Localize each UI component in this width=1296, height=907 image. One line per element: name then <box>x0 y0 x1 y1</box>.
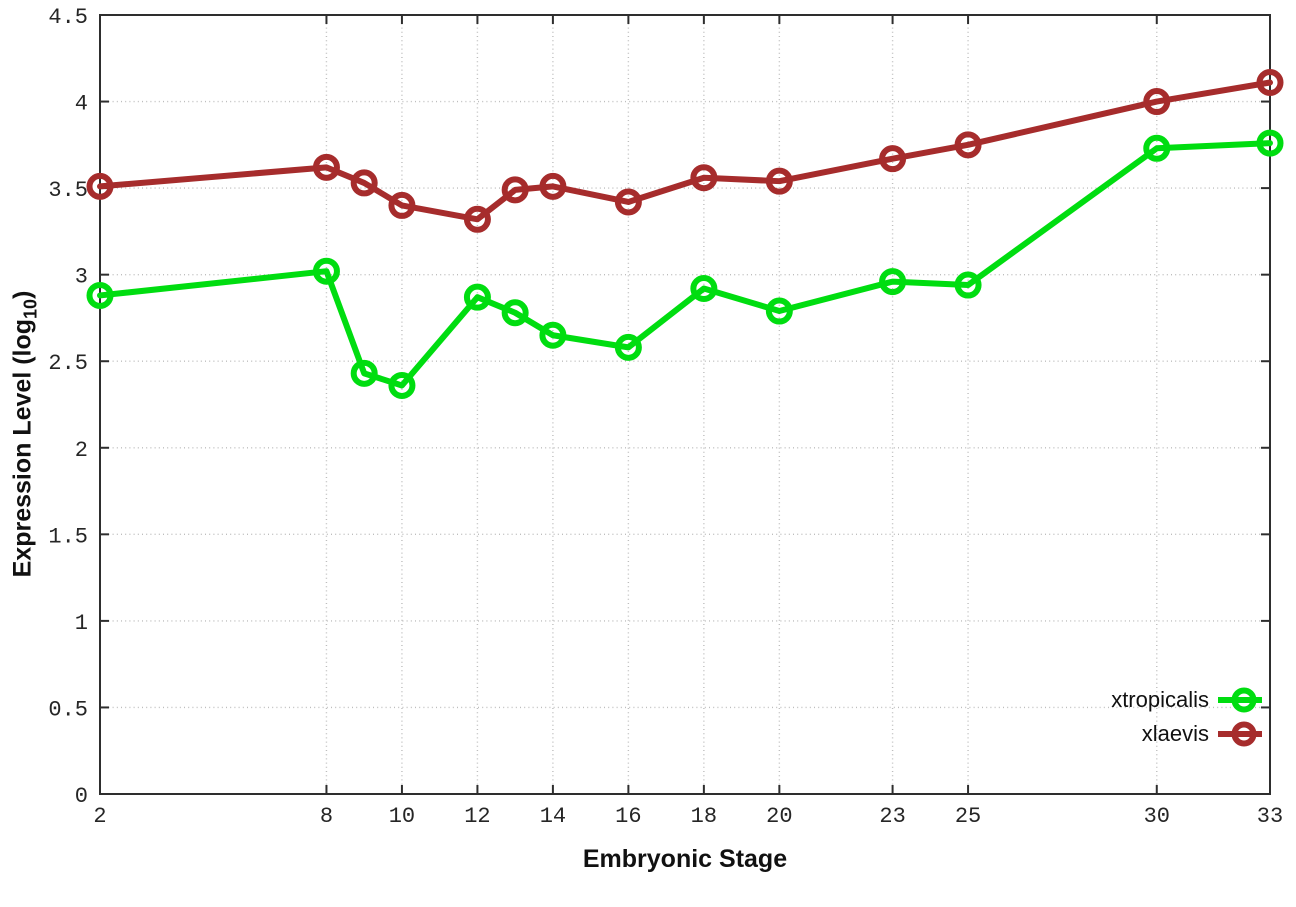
legend: xtropicalis xlaevis <box>1111 685 1263 749</box>
svg-text:0: 0 <box>75 784 88 809</box>
svg-text:20: 20 <box>766 804 792 829</box>
svg-text:4: 4 <box>75 92 88 117</box>
svg-text:14: 14 <box>540 804 566 829</box>
svg-text:10: 10 <box>389 804 415 829</box>
legend-label-xtropicalis: xtropicalis <box>1111 687 1209 712</box>
svg-text:18: 18 <box>691 804 717 829</box>
y-axis-title: Expression Level (log10) <box>9 291 42 578</box>
svg-text:2.5: 2.5 <box>48 351 88 376</box>
svg-text:0.5: 0.5 <box>48 697 88 722</box>
svg-text:30: 30 <box>1144 804 1170 829</box>
svg-text:1.5: 1.5 <box>48 524 88 549</box>
x-axis-title: Embryonic Stage <box>582 845 788 873</box>
svg-text:3: 3 <box>75 265 88 290</box>
y-axis-title-text: Expression Level (log <box>8 318 37 578</box>
svg-text:25: 25 <box>955 804 981 829</box>
legend-marker-xlaevis-icon <box>1218 721 1262 747</box>
svg-text:3.5: 3.5 <box>48 178 88 203</box>
legend-entry-xlaevis: xlaevis <box>1142 719 1263 749</box>
svg-text:12: 12 <box>464 804 490 829</box>
svg-text:2: 2 <box>93 804 106 829</box>
legend-entry-xtropicalis: xtropicalis <box>1111 685 1263 715</box>
svg-text:2: 2 <box>75 438 88 463</box>
svg-text:4.5: 4.5 <box>48 5 88 30</box>
y-axis-title-subscript: 10 <box>20 298 41 319</box>
y-axis-title-close: ) <box>8 290 37 299</box>
svg-text:23: 23 <box>879 804 905 829</box>
svg-text:33: 33 <box>1257 804 1283 829</box>
legend-label-xlaevis: xlaevis <box>1141 721 1209 746</box>
svg-text:16: 16 <box>615 804 641 829</box>
legend-marker-xtropicalis-icon <box>1218 687 1262 713</box>
svg-text:8: 8 <box>320 804 333 829</box>
svg-text:1: 1 <box>75 611 88 636</box>
